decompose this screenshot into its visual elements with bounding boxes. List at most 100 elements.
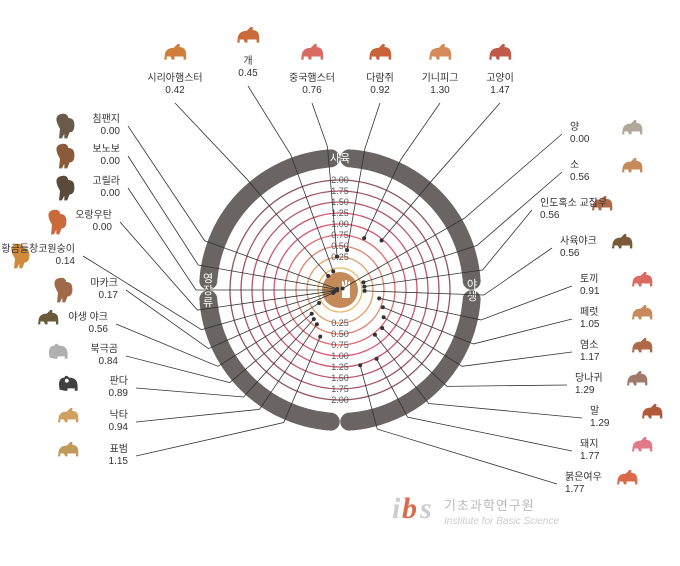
value-dot: [312, 317, 316, 321]
value-dot: [326, 274, 330, 278]
ring-label-top: 2.00: [331, 175, 349, 185]
ring-label-bottom: 1.75: [331, 384, 349, 394]
animal-value: 0.56: [540, 210, 560, 221]
animal-value: 0.92: [370, 85, 390, 96]
leader-inner: [224, 292, 334, 324]
value-dot: [363, 289, 367, 293]
value-dot: [381, 305, 385, 309]
svg-text:b: b: [402, 492, 417, 525]
animal-name: 표범: [110, 443, 128, 455]
animal-name: 기니피그: [422, 72, 459, 84]
ring-label-bottom: 1.00: [331, 351, 349, 361]
animal-entry: 개0.45: [237, 27, 259, 79]
animal-value: 1.77: [565, 484, 585, 495]
animal-value: 0.42: [165, 85, 185, 96]
animal-icon: [632, 338, 652, 352]
animal-icon: [56, 114, 74, 139]
value-dot: [341, 287, 345, 291]
animal-value: 0.45: [238, 68, 258, 79]
animal-icon: [617, 470, 637, 484]
animal-name: 시리아햄스터: [147, 71, 202, 84]
animal-entry: 고릴라0.00: [56, 174, 120, 200]
animal-icon: [612, 234, 632, 248]
animal-name: 야생 야크: [68, 311, 108, 323]
value-dot: [373, 333, 377, 337]
animal-icon: [489, 44, 511, 60]
value-dot: [335, 255, 339, 259]
animal-icon: [429, 44, 451, 60]
animal-name: 페럿: [580, 306, 598, 318]
animal-name: 오랑우탄: [75, 209, 112, 221]
animal-icon: [369, 44, 391, 60]
animal-name: 보노보: [92, 143, 120, 155]
animal-entry: 마카크0.17: [54, 277, 118, 302]
value-dot: [318, 335, 322, 339]
animal-icon: [49, 344, 68, 359]
animal-entry: 양0.00: [570, 120, 642, 145]
leader-outer: [128, 126, 226, 249]
value-dot: [317, 301, 321, 305]
value-dot: [361, 280, 365, 284]
leader-inner: [382, 197, 418, 240]
animal-value: 0.00: [570, 134, 590, 145]
svg-text:야: 야: [467, 278, 477, 291]
animal-entry: 사육야크0.56: [560, 234, 632, 259]
animal-name: 당나귀: [575, 372, 603, 384]
leader-inner: [365, 291, 461, 294]
logo-main: 기초과학연구원: [444, 498, 535, 513]
ring-label-bottom: 0.75: [331, 340, 349, 350]
animal-name: 염소: [580, 339, 598, 351]
animal-value: 1.30: [430, 85, 450, 96]
animal-icon: [164, 44, 186, 60]
animal-entry: 야생 야크0.56: [38, 310, 109, 335]
ring-label-bottom: 1.50: [331, 373, 349, 383]
leader-outer: [414, 385, 582, 418]
animal-icon: [48, 210, 66, 235]
ring-label-bottom: 1.25: [331, 362, 349, 372]
value-dot: [331, 269, 335, 273]
animal-icon: [632, 437, 652, 451]
value-dot: [310, 312, 314, 316]
animal-name: 양: [570, 121, 579, 133]
animal-icon: [58, 442, 78, 456]
animal-value: 0.17: [99, 290, 119, 301]
animal-name: 사육야크: [560, 235, 597, 247]
value-dot: [380, 238, 384, 242]
animal-entry: 중국햄스터0.76: [289, 44, 335, 96]
animal-value: 1.77: [580, 451, 600, 462]
leader-inner: [262, 197, 328, 276]
animal-entry: 인도혹소 교잡우0.56: [540, 196, 612, 221]
animal-value: 0.56: [570, 172, 590, 183]
animal-entry: 시리아햄스터0.42: [147, 44, 202, 96]
animal-name: 다람쥐: [366, 71, 394, 84]
animal-entry: 표범1.15: [58, 442, 129, 467]
animal-entry: 오랑우탄0.00: [48, 209, 112, 234]
leader-inner: [221, 269, 337, 289]
animal-value: 0.00: [101, 188, 121, 199]
animal-name: 고릴라: [92, 174, 120, 187]
animal-icon: [56, 144, 74, 169]
animal-value: 0.84: [99, 356, 119, 367]
animal-value: 0.00: [101, 126, 121, 137]
animal-value: 0.00: [101, 156, 121, 167]
animal-entry: 소0.56: [570, 158, 642, 183]
animal-name: 황금들창코원숭이: [1, 243, 75, 255]
animal-icon: [622, 158, 642, 172]
animal-entry: 기니피그1.30: [422, 44, 459, 96]
value-dot: [380, 326, 384, 330]
animal-icon: [237, 27, 259, 43]
ring-label-top: 0.75: [331, 230, 349, 240]
animal-entry: 북극곰0.84: [49, 343, 118, 367]
ring-label-bottom: 0.50: [331, 329, 349, 339]
animal-entry: 보노보0.00: [56, 143, 120, 168]
animal-value: 1.15: [109, 456, 129, 467]
animal-value: 0.94: [109, 422, 129, 433]
ibs-logo: ibs기초과학연구원Institute for Basic Science: [392, 492, 559, 527]
animal-entry: 돼지1.77: [580, 437, 652, 462]
animal-value: 1.47: [490, 85, 510, 96]
animal-icon: [54, 278, 72, 303]
animal-value: 1.29: [575, 385, 595, 396]
animal-icon: [622, 120, 642, 134]
ring-label-top: 1.75: [331, 186, 349, 196]
animal-value: 1.05: [580, 319, 600, 330]
